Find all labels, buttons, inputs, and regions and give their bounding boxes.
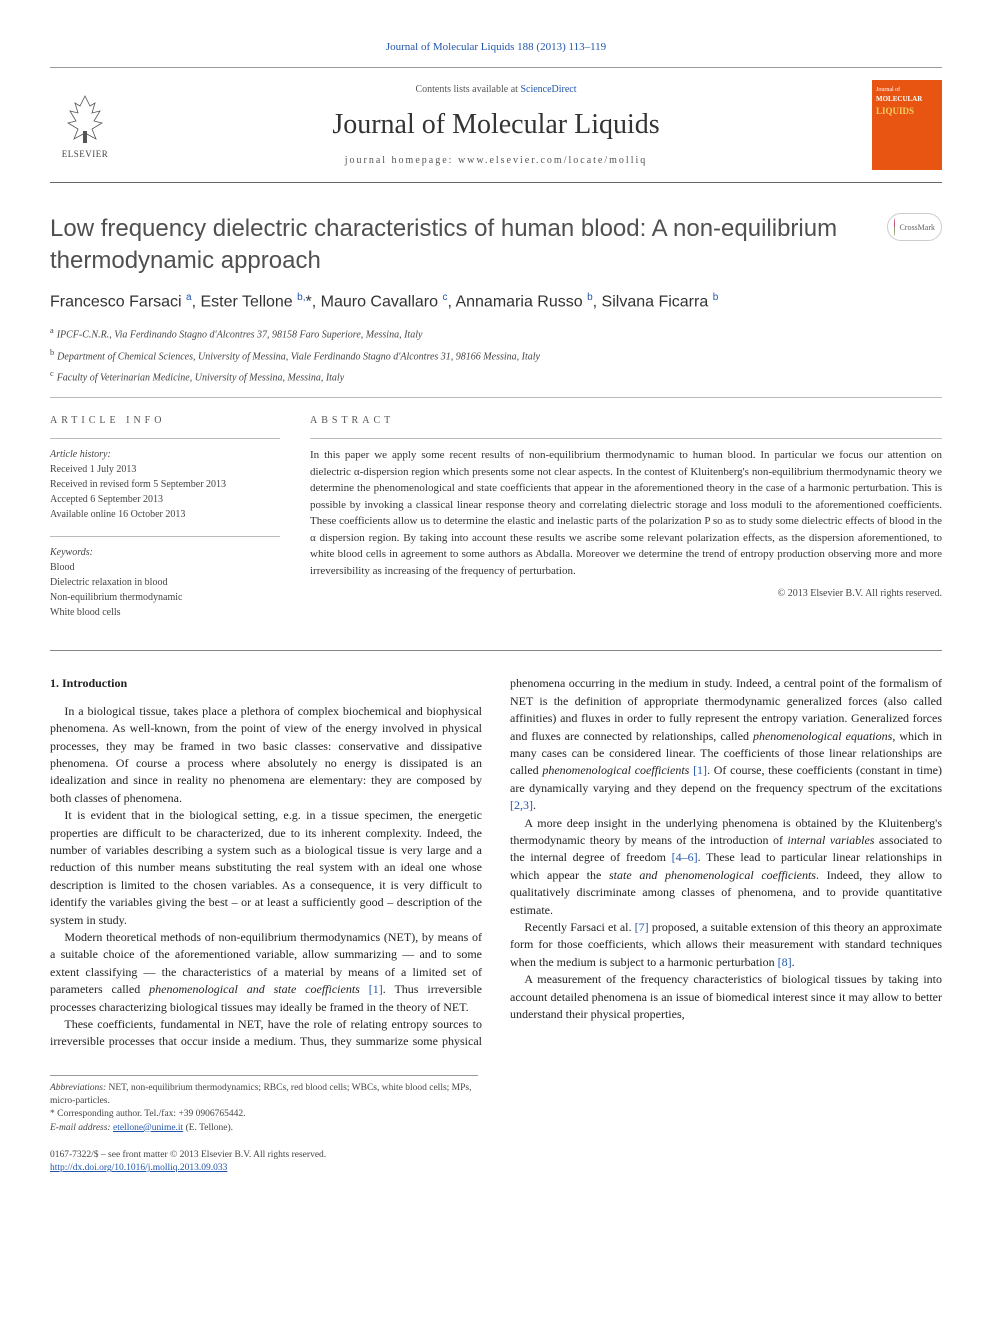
issn-line: 0167-7322/$ – see front matter © 2013 El… (50, 1149, 942, 1162)
affiliation: cFaculty of Veterinarian Medicine, Unive… (50, 368, 942, 385)
corresponding-author: * Corresponding author. Tel./fax: +39 09… (50, 1108, 478, 1121)
bottom-meta: 0167-7322/$ – see front matter © 2013 El… (50, 1149, 942, 1176)
elsevier-logo: ELSEVIER (50, 85, 120, 165)
keyword: White blood cells (50, 605, 280, 620)
body-paragraph: It is evident that in the biological set… (50, 807, 482, 929)
journal-reference: Journal of Molecular Liquids 188 (2013) … (50, 40, 942, 55)
crossmark-badge[interactable]: CrossMark (887, 213, 942, 241)
keywords-block: Keywords: BloodDielectric relaxation in … (50, 545, 280, 620)
article-title: Low frequency dielectric characteristics… (50, 213, 867, 275)
abbrev-label: Abbreviations: (50, 1083, 106, 1093)
body-text: 1. Introduction In a biological tissue, … (50, 675, 942, 1050)
divider (50, 536, 280, 537)
header-center: Contents lists available at ScienceDirec… (140, 83, 852, 168)
email-link[interactable]: etellone@unime.it (113, 1123, 183, 1133)
keyword: Dielectric relaxation in blood (50, 575, 280, 590)
history-label: Article history: (50, 447, 280, 462)
cover-line3: LIQUIDS (876, 105, 938, 118)
email-suffix: (E. Tellone). (183, 1123, 233, 1133)
divider (50, 397, 942, 398)
body-paragraph: In a biological tissue, takes place a pl… (50, 703, 482, 807)
affiliations: aIPCF-C.N.R., Via Ferdinando Stagno d'Al… (50, 325, 942, 385)
crossmark-label: CrossMark (899, 222, 935, 233)
body-paragraph: Recently Farsaci et al. [7] proposed, a … (510, 919, 942, 971)
email-line: E-mail address: etellone@unime.it (E. Te… (50, 1122, 478, 1135)
history-line: Received in revised form 5 September 201… (50, 477, 280, 492)
divider (310, 438, 942, 439)
history-line: Accepted 6 September 2013 (50, 492, 280, 507)
history-line: Available online 16 October 2013 (50, 507, 280, 522)
crossmark-icon (894, 218, 895, 236)
keywords-label: Keywords: (50, 545, 280, 560)
contents-prefix: Contents lists available at (415, 84, 520, 95)
abstract: abstract In this paper we apply some rec… (310, 414, 942, 634)
affiliation: bDepartment of Chemical Sciences, Univer… (50, 347, 942, 364)
cover-line2: MOLECULAR (876, 95, 938, 105)
publisher-name: ELSEVIER (62, 148, 109, 161)
keyword: Blood (50, 560, 280, 575)
abstract-heading: abstract (310, 414, 942, 428)
authors-line: Francesco Farsaci a, Ester Tellone b,*, … (50, 291, 942, 314)
section-heading: 1. Introduction (50, 675, 482, 692)
elsevier-tree-icon (60, 91, 110, 146)
history-line: Received 1 July 2013 (50, 462, 280, 477)
divider (50, 650, 942, 651)
sciencedirect-link[interactable]: ScienceDirect (520, 84, 576, 95)
contents-line: Contents lists available at ScienceDirec… (140, 83, 852, 97)
journal-name: Journal of Molecular Liquids (140, 105, 852, 144)
journal-cover-thumbnail: Journal of MOLECULAR LIQUIDS (872, 80, 942, 170)
body-paragraph: A measurement of the frequency character… (510, 971, 942, 1023)
keyword: Non-equilibrium thermodynamic (50, 590, 280, 605)
footnotes: Abbreviations: NET, non-equilibrium ther… (50, 1075, 478, 1135)
article-history: Article history: Received 1 July 2013Rec… (50, 447, 280, 522)
doi-link[interactable]: http://dx.doi.org/10.1016/j.molliq.2013.… (50, 1163, 227, 1173)
abbreviations-line: Abbreviations: NET, non-equilibrium ther… (50, 1082, 478, 1109)
body-paragraph: A more deep insight in the underlying ph… (510, 815, 942, 919)
abbrev-text: NET, non-equilibrium thermodynamics; RBC… (50, 1083, 471, 1106)
info-abstract-row: article info Article history: Received 1… (50, 414, 942, 634)
article-info: article info Article history: Received 1… (50, 414, 280, 634)
homepage-prefix: journal homepage: (345, 155, 458, 166)
cover-line1: Journal of (876, 86, 938, 94)
title-row: Low frequency dielectric characteristics… (50, 213, 942, 275)
abstract-text: In this paper we apply some recent resul… (310, 447, 942, 579)
abstract-copyright: © 2013 Elsevier B.V. All rights reserved… (310, 587, 942, 601)
article-info-heading: article info (50, 414, 280, 428)
divider (50, 438, 280, 439)
journal-header: ELSEVIER Contents lists available at Sci… (50, 67, 942, 183)
affiliation: aIPCF-C.N.R., Via Ferdinando Stagno d'Al… (50, 325, 942, 342)
homepage-url: www.elsevier.com/locate/molliq (458, 155, 647, 166)
homepage-line: journal homepage: www.elsevier.com/locat… (140, 154, 852, 168)
email-label: E-mail address: (50, 1123, 113, 1133)
body-paragraph: Modern theoretical methods of non-equili… (50, 929, 482, 1016)
